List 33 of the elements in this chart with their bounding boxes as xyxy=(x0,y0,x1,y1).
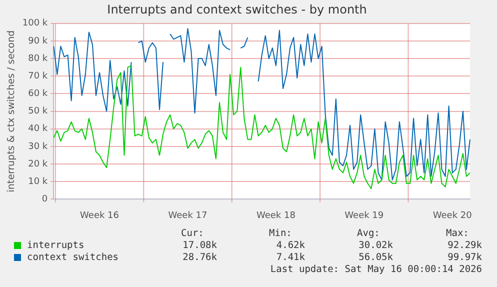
y-tick-label: 100 k xyxy=(22,18,48,29)
y-tick-label: 0 xyxy=(42,194,48,205)
y-tick-label: 80 k xyxy=(28,54,48,64)
y-tick-label: 40 k xyxy=(28,124,48,134)
text: Min: xyxy=(269,228,292,239)
y-tick-label: 20 k xyxy=(28,159,48,170)
text: Max: xyxy=(446,228,469,239)
y-tick-label: 60 k xyxy=(28,89,48,100)
text: Avg: xyxy=(357,228,380,239)
text: 99.97k xyxy=(448,252,482,263)
text: 17.08k xyxy=(182,240,217,251)
x-tick-label: Week 17 xyxy=(168,210,208,221)
x-tick-label: Week 18 xyxy=(256,210,296,221)
legend-label: interrupts xyxy=(27,240,84,251)
text: 7.41k xyxy=(276,252,305,263)
y-tick-label: 30 k xyxy=(28,142,48,152)
x-tick-label: Week 20 xyxy=(432,210,472,221)
text: 92.29k xyxy=(448,240,482,251)
y-axis-title: interrupts & ctx switches / second xyxy=(6,30,18,192)
text: 4.62k xyxy=(276,240,305,251)
legend-label: context switches xyxy=(27,252,119,263)
chart-title: Interrupts and context switches - by month xyxy=(107,2,367,16)
text: Cur: xyxy=(181,228,204,239)
text: 28.76k xyxy=(182,252,217,263)
y-tick-label: 10 k xyxy=(28,176,48,187)
text: 56.05k xyxy=(358,252,393,263)
y-tick-label: 50 k xyxy=(28,106,48,117)
x-tick-label: Week 16 xyxy=(80,210,120,221)
y-tick-label: 90 k xyxy=(28,36,48,46)
text: Last update: Sat May 16 00:00:14 2026 xyxy=(270,264,482,275)
y-tick-label: 70 k xyxy=(28,71,48,82)
x-tick-label: Week 19 xyxy=(344,210,384,221)
text: 30.02k xyxy=(358,240,393,251)
